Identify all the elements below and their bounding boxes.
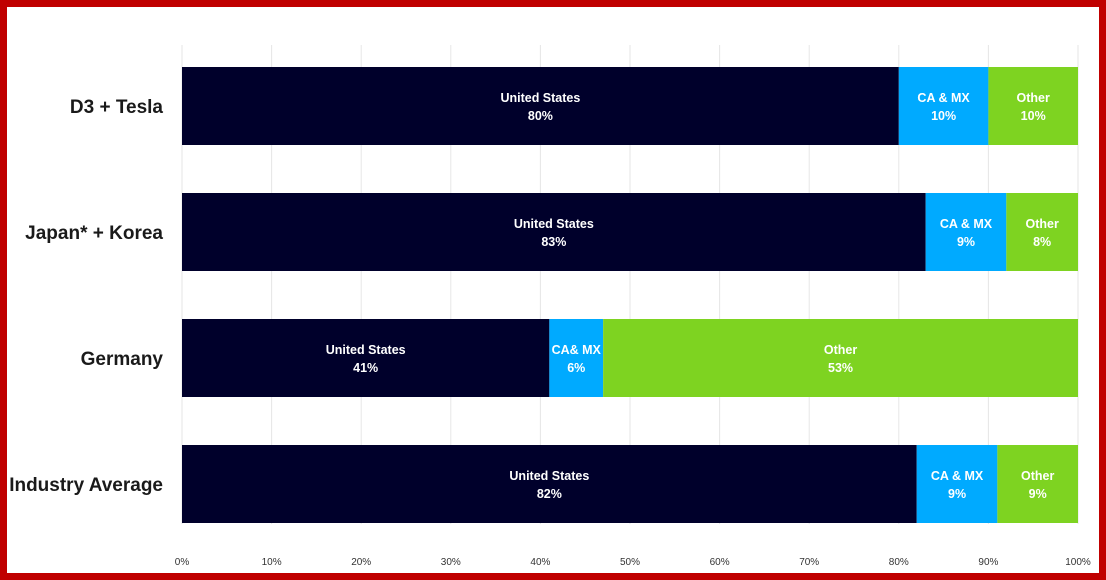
segment-value-label: 9%	[1029, 487, 1047, 501]
segment-value-label: 10%	[1021, 109, 1046, 123]
segment-value-label: 8%	[1033, 235, 1051, 249]
category-label: Industry Average	[9, 475, 163, 496]
bar-segment	[182, 193, 926, 271]
segment-value-label: 9%	[948, 487, 966, 501]
bar-segment	[182, 445, 917, 523]
x-tick-label: 0%	[175, 557, 190, 568]
x-tick-label: 70%	[799, 557, 819, 568]
x-tick-label: 20%	[351, 557, 371, 568]
x-tick-label: 80%	[889, 557, 909, 568]
category-label: Japan* + Korea	[25, 223, 163, 244]
x-tick-label: 10%	[262, 557, 282, 568]
segment-value-label: 41%	[353, 361, 378, 375]
bar-segment	[182, 319, 550, 397]
stacked-bar-chart: D3 + Tesla United States 80% CA & MX 10% Othe…	[9, 45, 1091, 568]
x-tick-label: 100%	[1065, 557, 1091, 568]
segment-value-label: 53%	[828, 361, 853, 375]
x-tick-label: 60%	[710, 557, 730, 568]
segment-series-label: CA& MX	[552, 343, 602, 357]
bar-segment	[916, 445, 998, 523]
segment-value-label: 82%	[537, 487, 562, 501]
bar-segment	[997, 445, 1078, 523]
segment-value-label: 83%	[541, 235, 566, 249]
segment-series-label: United States	[500, 91, 580, 105]
bar-segment	[603, 319, 1078, 397]
segment-series-label: Other	[1017, 91, 1050, 105]
segment-series-label: Other	[1021, 469, 1054, 483]
segment-series-label: Other	[1025, 217, 1058, 231]
bar-segment	[988, 67, 1078, 145]
segment-series-label: CA & MX	[931, 469, 984, 483]
category-label: D3 + Tesla	[70, 97, 164, 118]
x-tick-label: 50%	[620, 557, 640, 568]
labels: D3 + Tesla United States 80% CA & MX 10% Othe…	[9, 91, 1059, 501]
bars	[182, 67, 1078, 523]
bar-segment	[898, 67, 989, 145]
x-axis-ticks: 0% 10% 20% 30% 40% 50% 60% 70% 80% 90% 100%	[175, 557, 1091, 568]
segment-value-label: 80%	[528, 109, 553, 123]
segment-series-label: CA & MX	[940, 217, 993, 231]
segment-series-label: United States	[326, 343, 406, 357]
x-tick-label: 30%	[441, 557, 461, 568]
segment-series-label: Other	[824, 343, 857, 357]
bar-segment	[1006, 193, 1078, 271]
segment-value-label: 6%	[567, 361, 585, 375]
segment-series-label: CA & MX	[917, 91, 970, 105]
segment-value-label: 9%	[957, 235, 975, 249]
bar-segment	[925, 193, 1007, 271]
segment-series-label: United States	[509, 469, 589, 483]
x-tick-label: 90%	[978, 557, 998, 568]
bar-segment	[549, 319, 604, 397]
category-label: Germany	[81, 349, 164, 370]
segment-value-label: 10%	[931, 109, 956, 123]
bar-segment	[182, 67, 899, 145]
segment-series-label: United States	[514, 217, 594, 231]
x-tick-label: 40%	[530, 557, 550, 568]
